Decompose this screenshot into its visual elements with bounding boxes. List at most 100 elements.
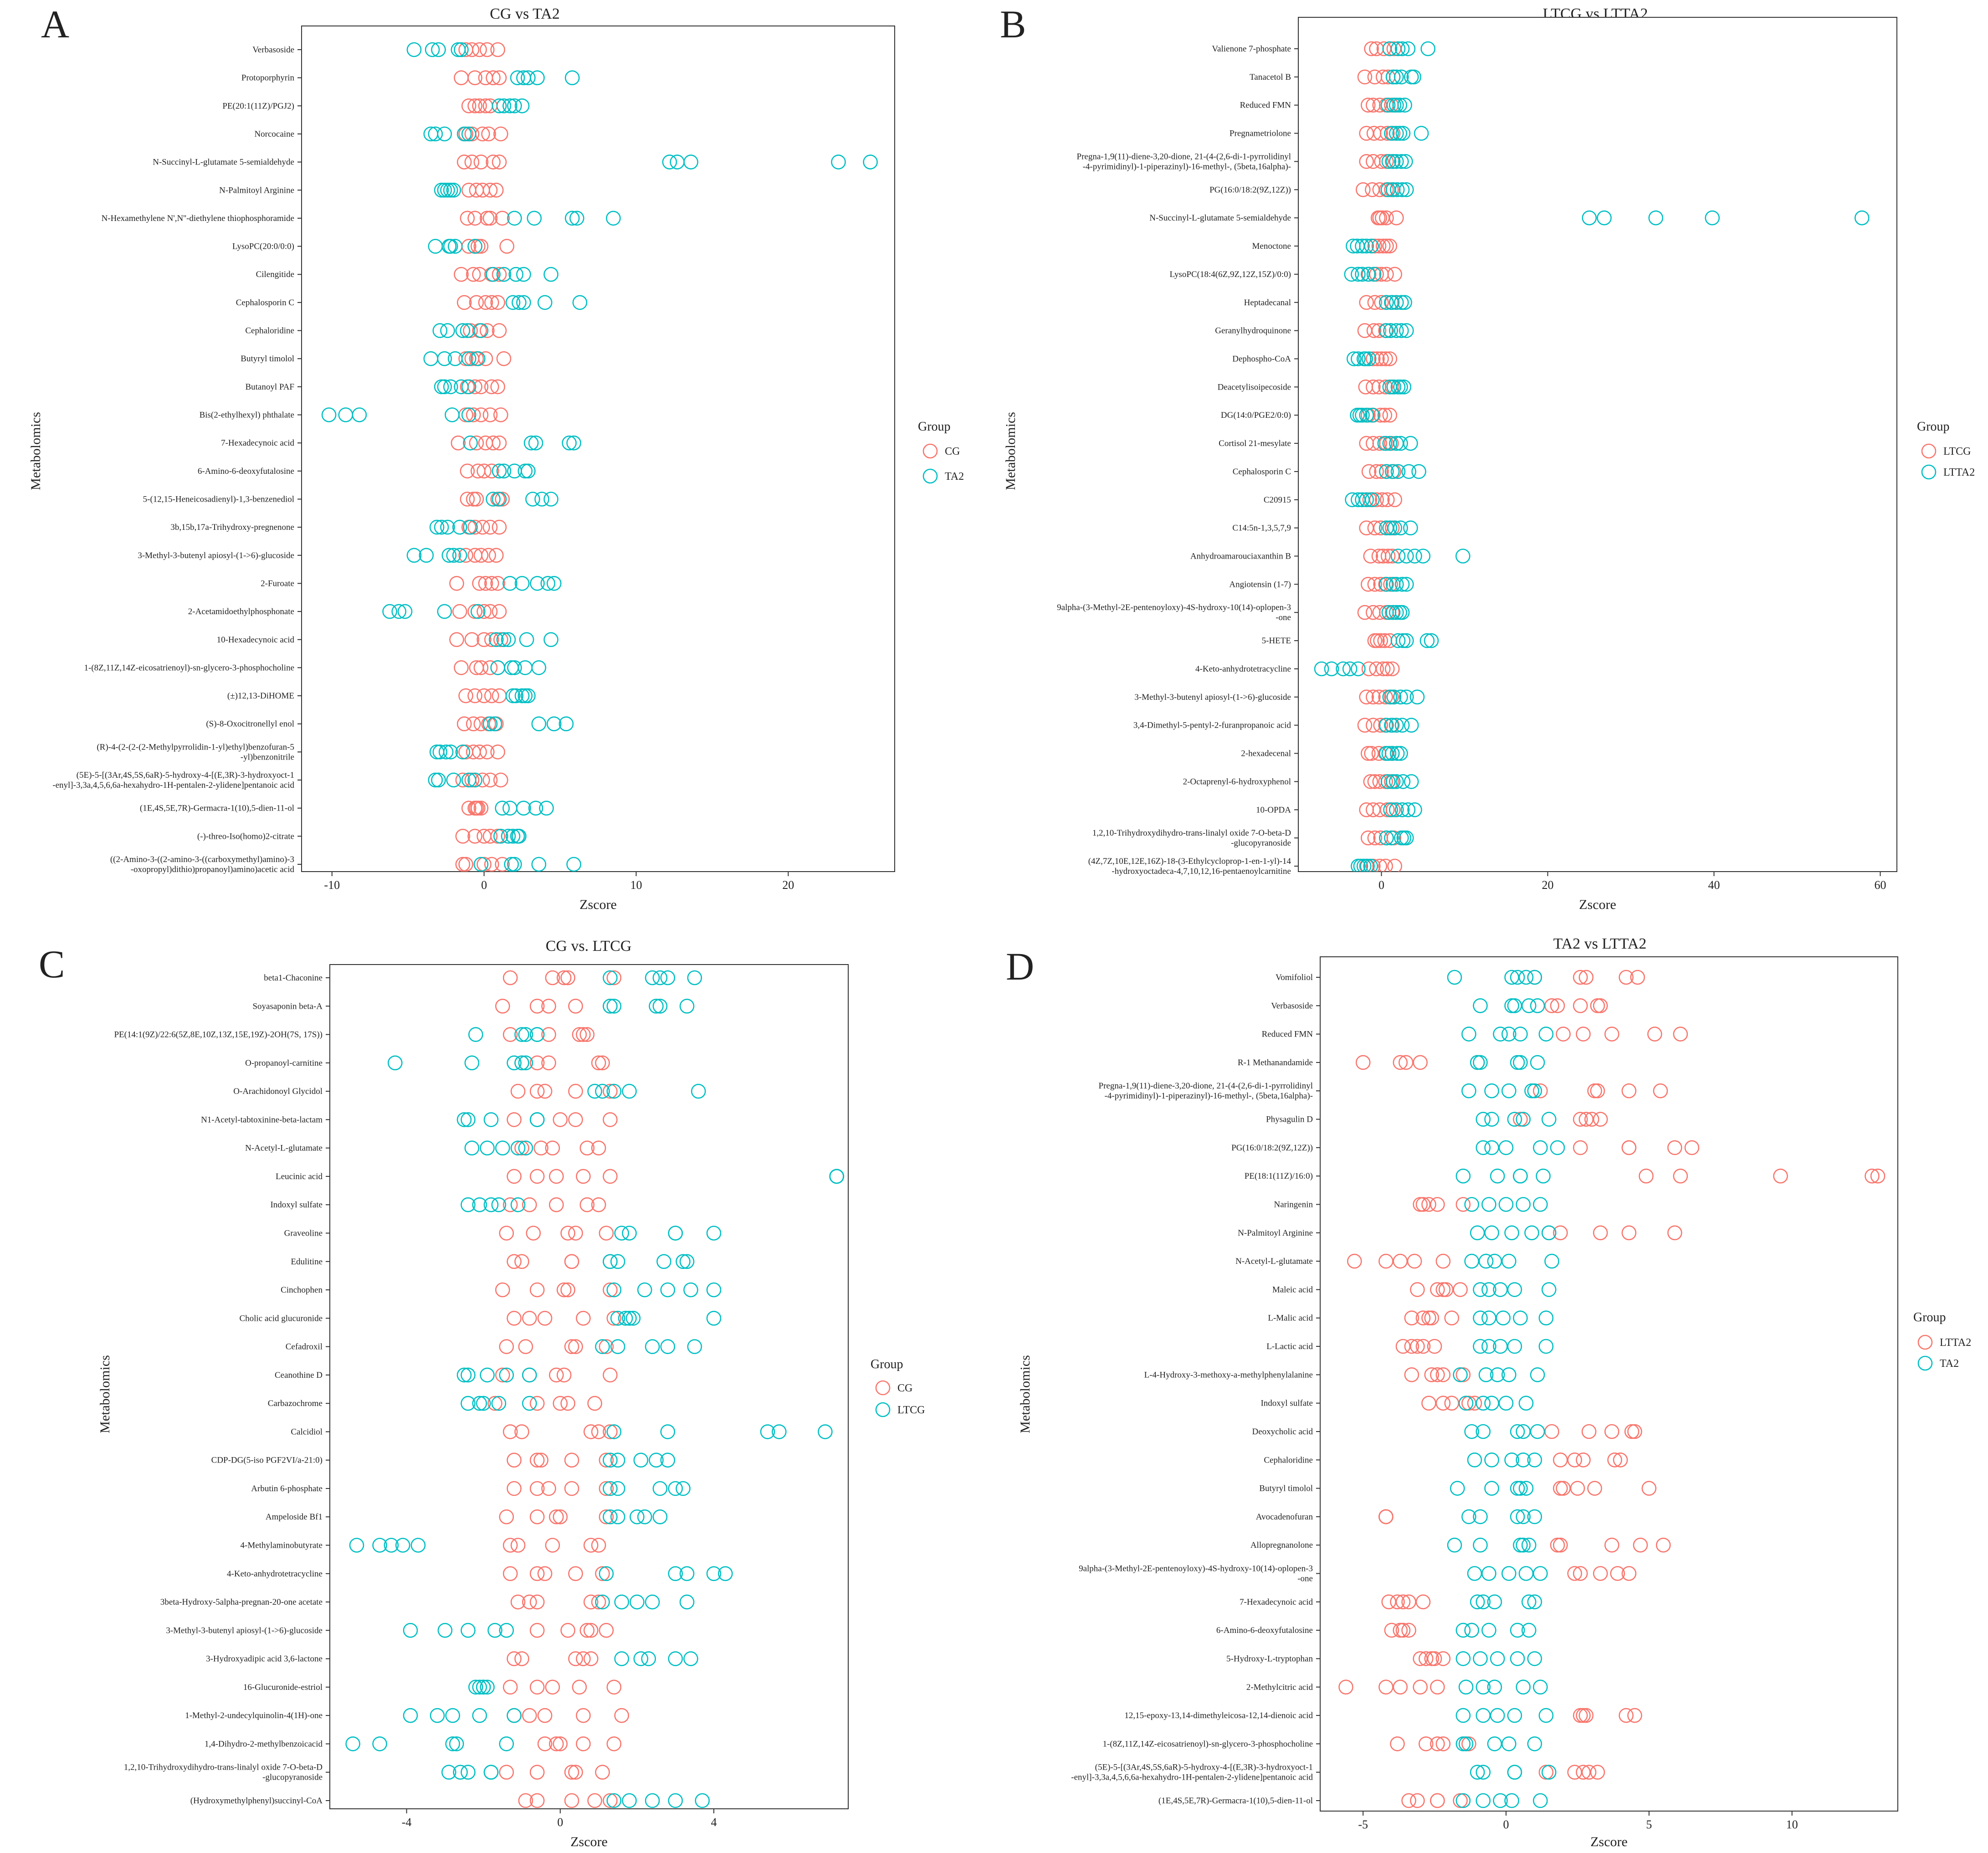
data-point-cg (464, 632, 480, 647)
data-point-ltta2 (1573, 970, 1588, 985)
data-point-ltta2 (1427, 1339, 1442, 1354)
data-point-ltta2 (1604, 1027, 1619, 1042)
data-point-cg (463, 323, 478, 338)
data-point-cg (472, 42, 487, 57)
data-point-ltta2 (1444, 1310, 1460, 1325)
metabolite-label: L-Lactic acid (1266, 1342, 1313, 1351)
data-point-ltta2 (1407, 802, 1422, 817)
data-point-ta2 (1510, 1509, 1525, 1524)
data-point-cg (583, 1623, 599, 1638)
data-point-ltcg (614, 1594, 629, 1610)
panel-a: A CG vs TA2 -10 0 10 20 Zscore Metabolomics Verb… (28, 2, 964, 912)
legend-label: CG (945, 446, 960, 457)
data-point-ltta2 (1604, 1424, 1619, 1439)
data-point-ltcg (679, 999, 695, 1014)
metabolite-label: 1-(8Z,11Z,14Z-eicosatrienoyl)-sn-glycero… (84, 663, 294, 672)
data-point-ltcg (610, 1453, 625, 1468)
data-point-ta2 (429, 519, 445, 535)
data-point-cg (553, 1112, 568, 1127)
data-point-ta2 (440, 182, 455, 198)
data-point-cg (451, 435, 466, 451)
data-point-ta2 (1473, 1537, 1488, 1553)
data-point-ta2 (546, 576, 562, 591)
data-point-ltta2 (1430, 1793, 1445, 1808)
data-point-ta2 (1473, 1509, 1488, 1524)
data-point-ltcg (480, 1679, 495, 1695)
data-point-ltcg (480, 1140, 495, 1155)
data-point-ta2 (1513, 1055, 1528, 1070)
data-point-cg (473, 239, 489, 254)
data-point-cg (564, 1793, 579, 1808)
data-point-ltcg (641, 1651, 656, 1666)
metabolite-label: Indoxyl sulfate (1260, 1399, 1313, 1408)
data-point-ltcg (1367, 295, 1383, 310)
data-point-cg (499, 1509, 514, 1524)
data-point-ltcg (1359, 295, 1374, 310)
data-point-cg (533, 1140, 548, 1155)
data-point-cg (489, 182, 504, 198)
data-point-ltta2 (1673, 1027, 1688, 1042)
data-point-ltta2 (1392, 126, 1407, 141)
data-point-cg (492, 267, 507, 282)
data-point-cg (495, 210, 510, 226)
data-point-cg (537, 1083, 553, 1099)
data-point-ltta2 (1421, 1396, 1436, 1411)
data-point-ltta2 (1382, 41, 1398, 56)
data-point-cg (495, 857, 510, 872)
data-point-ltcg (464, 1055, 480, 1071)
data-point-cg (472, 98, 487, 113)
data-point-ta2 (1461, 1509, 1476, 1524)
data-point-ta2 (564, 70, 580, 85)
data-point-cg (493, 632, 508, 647)
data-point-cg (482, 829, 498, 844)
data-point-ltta2 (1359, 492, 1374, 508)
data-point-ta2 (1473, 1651, 1488, 1666)
x-tick-label: 0 (1378, 878, 1384, 892)
data-point-cg (560, 1396, 575, 1411)
metabolite-label: Avocadenofuran (1256, 1512, 1313, 1522)
data-point-ltta2 (1553, 1537, 1568, 1553)
data-point-ta2 (1527, 1651, 1542, 1666)
data-point-cg (502, 1566, 518, 1581)
x-tick-label: 0 (481, 878, 487, 892)
data-point-ltta2 (1393, 1253, 1408, 1269)
legend: Group CG LTCG (871, 1357, 925, 1417)
data-point-ltcg (660, 970, 676, 986)
data-point-ta2 (1507, 1112, 1522, 1127)
data-point-ltta2 (1401, 464, 1416, 479)
data-point-ta2 (501, 829, 516, 844)
data-point-ta2 (1507, 1708, 1522, 1723)
data-point-ltta2 (1361, 351, 1377, 366)
data-point-cg (464, 126, 480, 142)
data-point-ltcg (610, 1339, 625, 1354)
data-point-cg (549, 1509, 564, 1524)
data-point-ta2 (534, 492, 549, 507)
data-point-ta2 (1487, 1736, 1502, 1751)
data-point-ta2 (510, 70, 525, 85)
data-point-ltcg (1373, 126, 1388, 141)
x-tick-label: 40 (1708, 878, 1720, 892)
data-point-ltta2 (1401, 1793, 1416, 1808)
data-point-ltcg (691, 1083, 706, 1099)
metabolite-label: Protoporphyrin (241, 73, 295, 83)
data-point-ltcg (491, 1197, 507, 1212)
data-point-ta2 (1490, 1367, 1505, 1382)
data-point-ltta2 (1363, 858, 1378, 872)
data-point-ltta2 (1379, 718, 1394, 733)
data-point-cg (466, 407, 481, 422)
data-point-ltcg (1373, 577, 1388, 592)
data-point-ltta2 (1390, 41, 1406, 56)
data-point-ltta2 (1380, 774, 1396, 789)
data-point-ta2 (521, 70, 536, 85)
data-point-ltcg (1363, 774, 1378, 789)
data-point-ltta2 (1366, 267, 1382, 282)
x-tick-label: 0 (1503, 1818, 1509, 1831)
data-point-cg (495, 1367, 510, 1383)
data-point-ta2 (505, 829, 521, 844)
data-point-ta2 (1476, 1112, 1491, 1127)
data-point-ta2 (1538, 1310, 1554, 1325)
data-point-cg (484, 576, 499, 591)
metabolite-label: 3,4-Dimethyl-5-pentyl-2-furanpropanoic a… (1133, 721, 1291, 730)
data-point-ta2 (495, 801, 510, 816)
